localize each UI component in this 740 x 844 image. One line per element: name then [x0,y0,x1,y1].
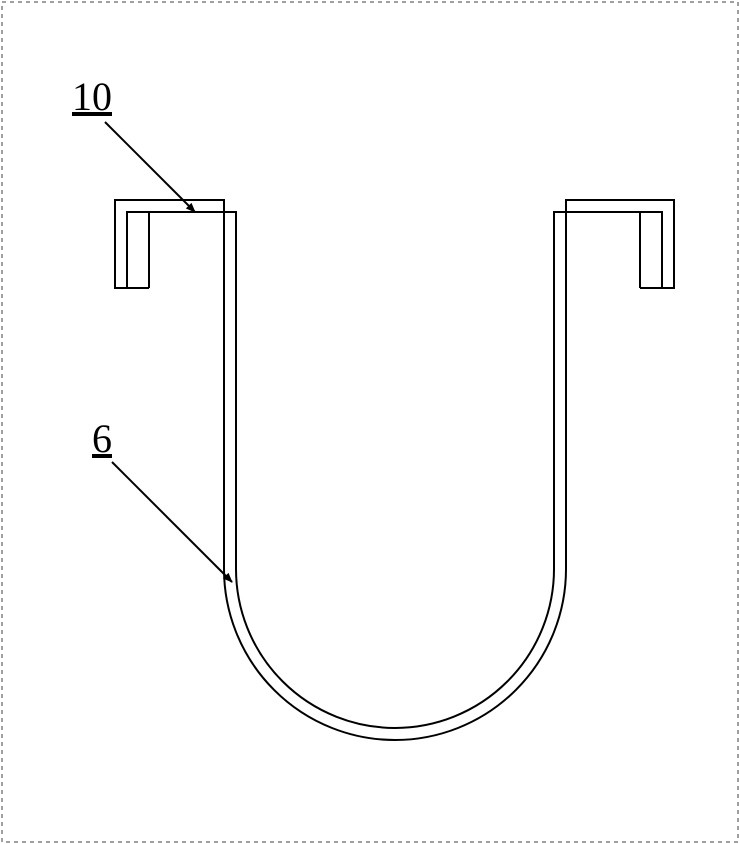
diagram-canvas: 10 6 [0,0,740,844]
u-channel-profile [115,200,674,740]
leader-line-6 [112,462,232,582]
callout-label-6: 6 [92,416,112,461]
callout-label-10: 10 [72,74,112,119]
leader-line-10 [105,122,195,212]
